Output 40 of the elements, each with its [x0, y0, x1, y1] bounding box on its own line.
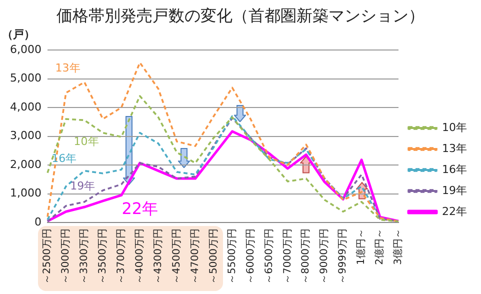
legend-label: 22年 — [442, 204, 468, 218]
x-tick-label: ～7000万円 — [282, 228, 294, 284]
annotation: 22年 — [122, 198, 158, 218]
y-axis-title: （戸） — [2, 28, 35, 41]
x-tick-label: ～6000万円 — [245, 228, 256, 284]
y-tick-label: 6,000 — [10, 42, 42, 56]
x-tick-label: ～3700万円 — [116, 228, 127, 284]
x-tick-label: ～2500万円 — [42, 228, 54, 284]
y-tick-label: 2,000 — [10, 158, 42, 171]
chart-title: 価格帯別発売戸数の変化（首都圏新築マンション） — [56, 6, 426, 27]
x-tick-label: ～4700万円 — [190, 228, 201, 284]
y-tick-label: 3,000 — [10, 129, 42, 142]
y-tick-label: 1,000 — [10, 186, 42, 200]
legend-label: 19年 — [442, 184, 468, 197]
x-tick-label: ～3500万円 — [98, 228, 109, 284]
x-tick-label: ～5500万円 — [226, 228, 238, 284]
line-series — [46, 95, 400, 222]
y-tick-label: 4,000 — [10, 100, 42, 114]
x-tick-label: ～4500万円 — [171, 228, 182, 284]
legend-label: 10年 — [442, 120, 468, 134]
annotation: 13年 — [55, 62, 80, 75]
y-tick-label: 5,000 — [10, 72, 42, 85]
annotation: 19年 — [70, 179, 96, 192]
x-tick-label: ～9000万円 — [319, 228, 330, 284]
x-tick-label: ～8000万円 — [300, 228, 312, 284]
y-tick-label: 0 — [34, 215, 42, 228]
x-tick-label: 3億円～ — [392, 228, 404, 265]
x-tick-label: 1億円～ — [355, 228, 368, 265]
x-tick-label: ～3000万円 — [60, 228, 72, 284]
legend-label: 13年 — [442, 142, 468, 155]
x-tick-label: ～4000万円 — [134, 228, 146, 284]
x-tick-label: ～3300万円 — [79, 228, 90, 284]
x-tick-label: 2億円～ — [374, 228, 386, 265]
x-tick-label: ～9999万円 — [338, 228, 349, 284]
legend-label: 16年 — [442, 162, 468, 176]
x-tick-label: ～4300万円 — [152, 228, 164, 284]
annotation: 10年 — [74, 134, 99, 148]
x-tick-label: ～5000万円 — [208, 228, 220, 284]
line-series — [46, 62, 400, 222]
x-tick-label: ～6500万円 — [264, 228, 275, 284]
